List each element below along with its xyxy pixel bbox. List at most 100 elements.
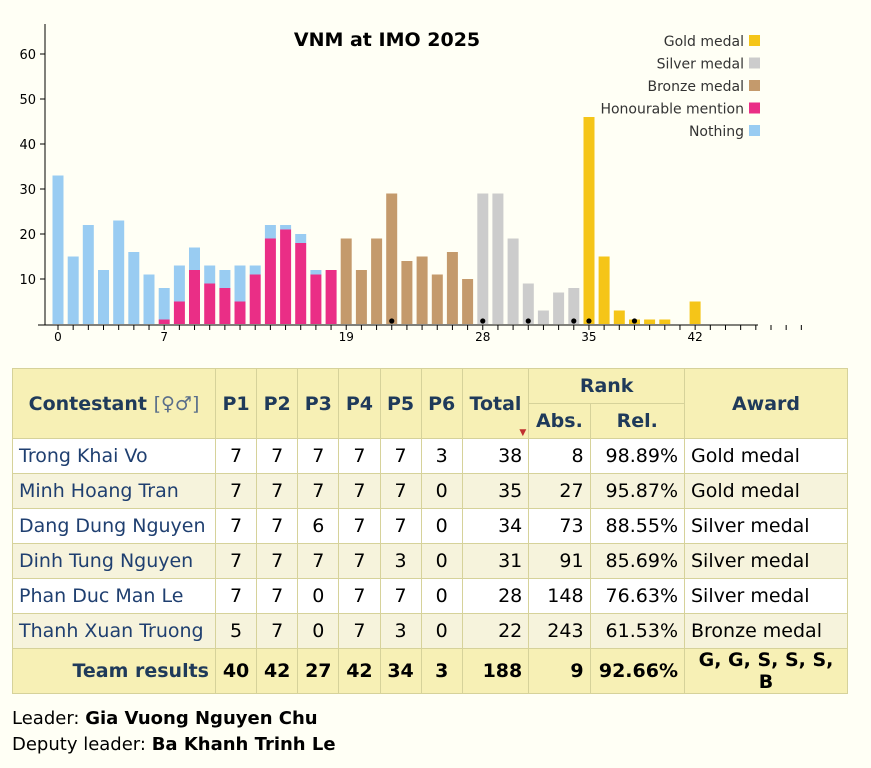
problem-score-p2: 7 [256, 438, 299, 474]
bar-score-9-nothing [189, 247, 200, 270]
rank-relative: 98.89% [589, 438, 686, 474]
team-member-score-marker [586, 318, 592, 324]
team-member-score-marker [525, 318, 531, 324]
bar-score-36-gold [598, 256, 610, 324]
table-row: Thanh Xuan Truong 5 7 0 7 3 0 22 243 61.53% Bronze… [12, 613, 848, 649]
contestant-name-link[interactable]: Phan Duc Man Le [12, 578, 216, 614]
total-score: 31 [461, 543, 530, 579]
gender-symbol: [♀♂] [153, 392, 200, 415]
problem-score-p1: 7 [214, 508, 258, 544]
problem-score-p3: 7 [297, 543, 340, 579]
total-header[interactable]: Total ▼ [461, 368, 530, 439]
bar-score-26-bronze [446, 252, 458, 324]
rank-rel-header[interactable]: Rel. [589, 403, 686, 439]
y-tick-label: 60 [19, 48, 36, 63]
contestant-name-link[interactable]: Minh Hoang Tran [12, 473, 216, 509]
bar-score-10-nothing [204, 265, 216, 284]
p5-header[interactable]: P5 [379, 368, 422, 439]
bar-score-18-hm [325, 270, 337, 324]
total-score: 35 [461, 473, 530, 509]
rank-relative: 61.53% [589, 613, 686, 649]
leader-line: Leader: Gia Vuong Nguyen Chu [12, 708, 318, 729]
bar-score-34-silver [568, 288, 580, 324]
legend-swatch [749, 57, 760, 69]
team-total: 188 [461, 648, 530, 694]
award-value: Gold medal [684, 438, 848, 474]
contestant-name-link[interactable]: Dang Dung Nguyen [12, 508, 216, 544]
bar-score-9-hm [189, 270, 200, 324]
bar-score-32-silver [537, 310, 549, 324]
bar-score-31-silver [522, 283, 534, 324]
problem-score-p3: 6 [297, 508, 340, 544]
problem-score-p5: 7 [379, 508, 422, 544]
bar-score-12-hm [234, 301, 246, 324]
problem-score-p1: 7 [214, 438, 258, 474]
bar-score-8-hm [173, 301, 185, 324]
x-tick-label: 0 [54, 330, 62, 344]
problem-score-p1: 7 [214, 473, 258, 509]
p2-header[interactable]: P2 [256, 368, 299, 439]
team-score-p1: 40 [214, 648, 258, 694]
bar-score-16-hm [295, 243, 307, 324]
bar-score-6-nothing [143, 274, 155, 324]
contestant-name-link[interactable]: Dinh Tung Nguyen [12, 543, 216, 579]
team-rank-relative: 92.66% [589, 648, 686, 694]
contestant-name-link[interactable]: Thanh Xuan Truong [12, 613, 216, 649]
rank-absolute: 243 [528, 613, 591, 649]
team-score-p4: 42 [338, 648, 381, 694]
total-score: 28 [461, 578, 530, 614]
chart-title: VNM at IMO 2025 [294, 29, 480, 51]
bar-score-22-bronze [386, 193, 398, 324]
rank-relative: 85.69% [589, 543, 686, 579]
team-score-p5: 34 [379, 648, 422, 694]
table-row: Trong Khai Vo 7 7 7 7 7 3 38 8 98.89% Gold medal [12, 438, 848, 474]
bar-score-15-nothing [280, 225, 292, 230]
leader-name: Gia Vuong Nguyen Chu [85, 708, 318, 729]
table-row: Minh Hoang Tran 7 7 7 7 7 0 35 27 95.87% Gold meda… [12, 473, 848, 509]
rank-relative: 76.63% [589, 578, 686, 614]
rank-relative: 95.87% [589, 473, 686, 509]
bar-score-12-nothing [234, 265, 246, 302]
team-results-row: Team results 40 42 27 42 34 3 188 9 92.66% G, G, S… [12, 648, 848, 694]
team-member-score-marker [571, 318, 577, 324]
p6-header[interactable]: P6 [420, 368, 463, 439]
total-score: 38 [461, 438, 530, 474]
legend-swatch [749, 125, 760, 136]
bar-score-1-nothing [67, 256, 79, 324]
team-member-score-marker [631, 318, 638, 324]
bar-score-21-bronze [371, 238, 383, 324]
contestant-header[interactable]: Contestant [♀♂] [12, 368, 216, 439]
problem-score-p5: 7 [379, 473, 422, 509]
problem-score-p5: 3 [379, 543, 422, 579]
problem-score-p4: 7 [338, 543, 381, 579]
problem-score-p4: 7 [338, 508, 381, 544]
legend-swatch [749, 80, 760, 91]
bar-score-29-silver [492, 193, 504, 324]
legend-label: Silver medal [657, 57, 744, 73]
bar-score-11-nothing [219, 270, 231, 288]
table-row: Phan Duc Man Le 7 7 0 7 7 0 28 148 76.63% Silver m… [12, 578, 848, 614]
p3-header[interactable]: P3 [297, 368, 340, 439]
award-value: Silver medal [684, 578, 848, 614]
award-header[interactable]: Award [684, 368, 848, 439]
problem-score-p1: 7 [214, 578, 258, 614]
team-member-score-marker [480, 318, 486, 324]
problem-score-p6: 0 [420, 473, 463, 509]
bar-score-14-nothing [264, 225, 276, 239]
p4-header[interactable]: P4 [338, 368, 381, 439]
problem-score-p3: 0 [297, 578, 340, 614]
rank-abs-header[interactable]: Abs. [528, 403, 591, 439]
p1-header[interactable]: P1 [214, 368, 258, 439]
rank-absolute: 8 [528, 438, 591, 474]
x-tick-label: 42 [687, 330, 702, 344]
deputy-leader-line: Deputy leader: Ba Khanh Trinh Le [12, 734, 336, 755]
problem-score-p4: 7 [338, 578, 381, 614]
bar-score-5-nothing [128, 252, 140, 324]
bar-score-35-gold [583, 117, 595, 324]
problem-score-p2: 7 [256, 543, 299, 579]
rank-absolute: 91 [528, 543, 591, 579]
problem-score-p6: 0 [420, 578, 463, 614]
bar-score-2-nothing [82, 225, 94, 324]
contestant-name-link[interactable]: Trong Khai Vo [12, 438, 216, 474]
problem-score-p6: 0 [420, 543, 463, 579]
